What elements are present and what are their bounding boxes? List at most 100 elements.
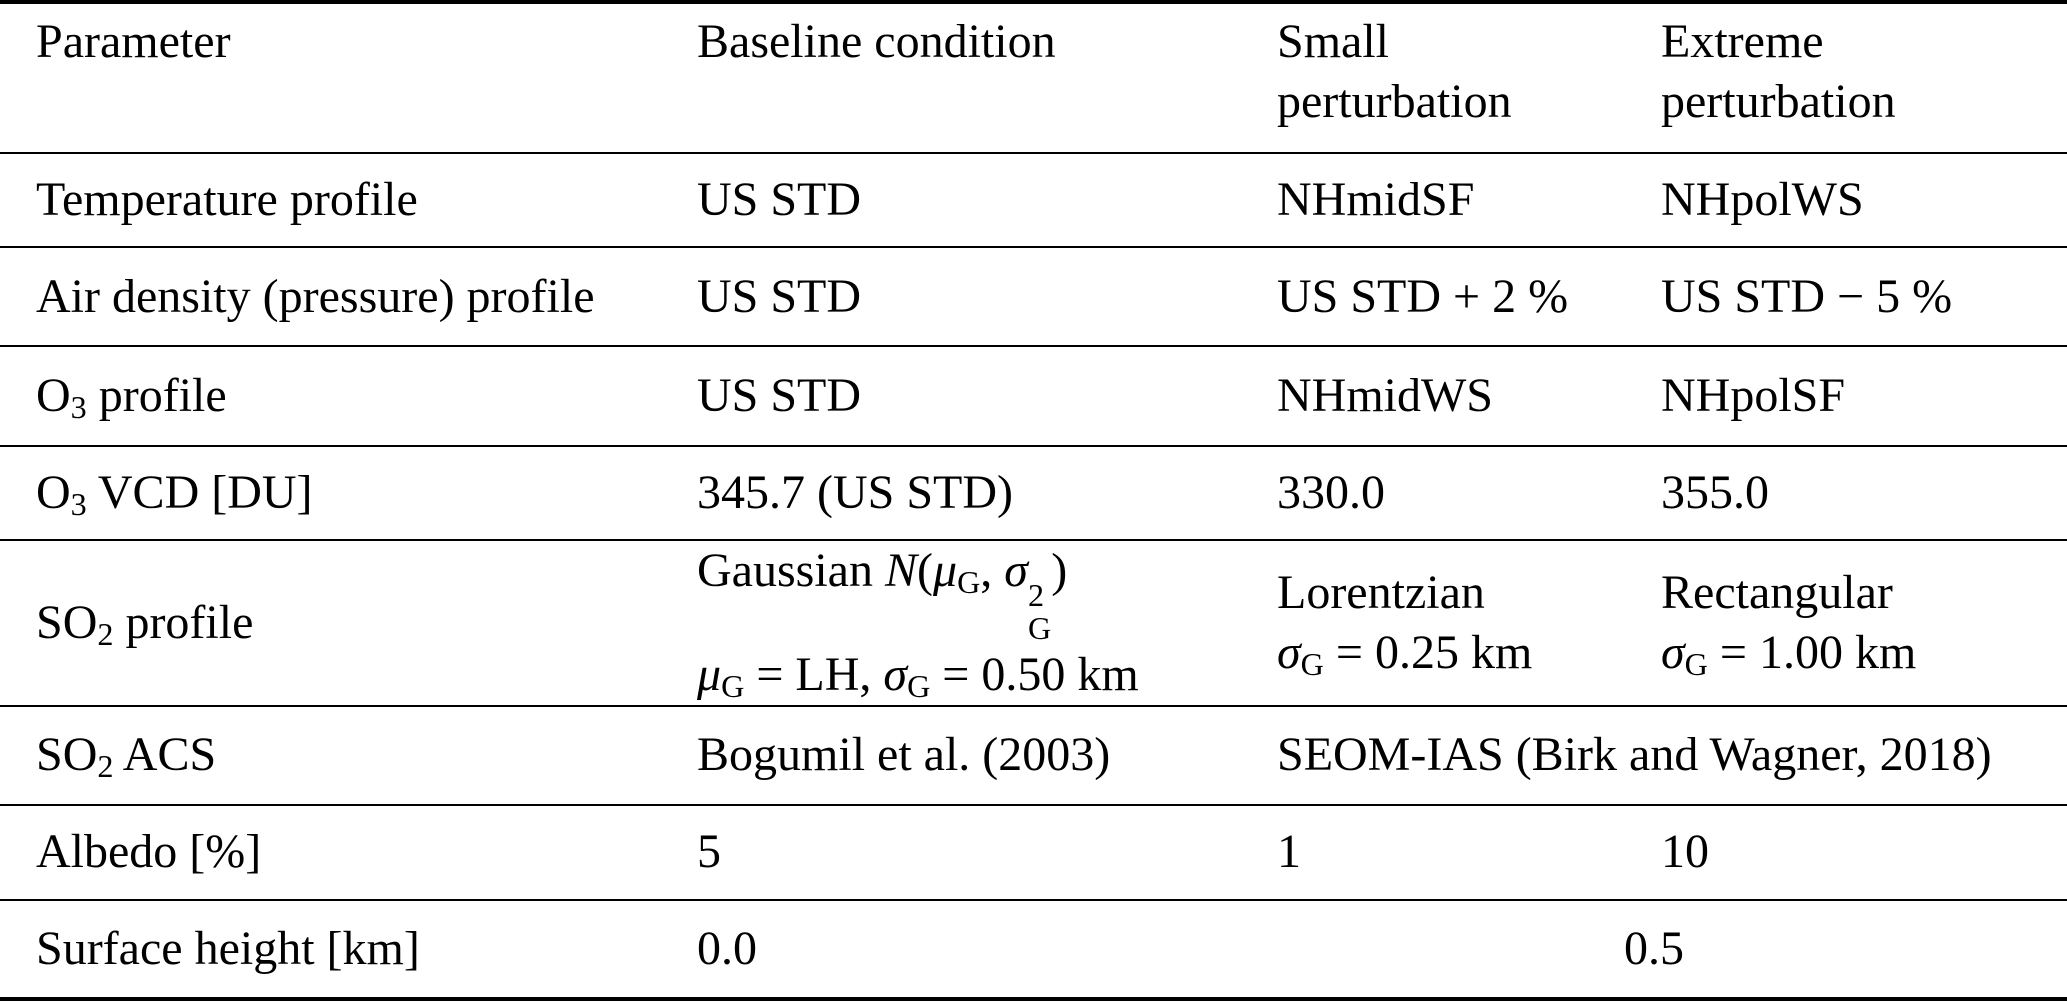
subscript: G (957, 564, 981, 601)
table-cell: Lorentzian σG = 0.25 km (1241, 540, 1625, 706)
subscript: G (1684, 645, 1708, 682)
column-header: Small perturbation (1241, 2, 1625, 153)
cell-line: US STD − 5 % (1661, 269, 1953, 323)
math-symbol: μ (697, 647, 722, 701)
table-cell: NHpolWS (1625, 153, 2067, 247)
row-albedo: Albedo [%] 5 1 10 (0, 805, 2067, 900)
cell-line: Parameter (36, 15, 231, 68)
table-cell: Rectangular σG = 1.00 km (1625, 540, 2067, 706)
table-cell: US STD (661, 247, 1241, 346)
cell-line: 10 (1661, 825, 1709, 879)
column-header: Extreme perturbation (1625, 2, 2067, 153)
column-header: Baseline condition (661, 2, 1241, 153)
cell-line: Air density (pressure) profile (36, 269, 595, 323)
math-symbol: σ (883, 647, 908, 701)
row-air-density-profile: Air density (pressure) profile US STD US S… (0, 247, 2067, 346)
cell-line: Lorentzian (1277, 565, 1485, 619)
table-cell: SO2 profile (0, 540, 661, 706)
table-cell: NHmidSF (1241, 153, 1625, 247)
table-cell: 345.7 (US STD) (661, 446, 1241, 540)
subscript: G (1300, 645, 1324, 682)
table-header: Parameter Baseline condition Small perturba… (0, 2, 2067, 153)
table-cell: O3 VCD [DU] (0, 446, 661, 540)
table-cell: 355.0 (1625, 446, 2067, 540)
cell-line: NHmidWS (1277, 369, 1493, 422)
math-symbol: N (884, 544, 917, 597)
table-cell: US STD + 2 % (1241, 247, 1625, 346)
math-symbol: σ (1661, 625, 1685, 679)
cell-line: US STD (697, 369, 862, 422)
cell-line: 330.0 (1277, 466, 1385, 519)
cell-line: μG = LH, σG = 0.50 km (697, 647, 1139, 704)
subscript: 2 (97, 615, 114, 652)
row-o3-vcd: O3 VCD [DU] 345.7 (US STD) 330.0 355.0 (0, 446, 2067, 540)
subscript: G (721, 667, 745, 704)
table-cell: Albedo [%] (0, 805, 661, 900)
table-body: Temperature profile US STD NHmidSF NHpolWS A… (0, 153, 2067, 999)
table-cell: O3 profile (0, 346, 661, 446)
cell-line: perturbation (1277, 75, 1512, 128)
table-cell: SO2 ACS (0, 706, 661, 805)
table-cell: US STD (661, 346, 1241, 446)
cell-line: NHmidSF (1277, 173, 1475, 226)
cell-line: 5 (697, 825, 721, 879)
cell-line: NHpolWS (1661, 173, 1864, 226)
table-cell: 0.5 (1241, 900, 2067, 999)
cell-line: Albedo [%] (36, 825, 262, 879)
subscript: 3 (70, 389, 87, 426)
subscript: G (907, 667, 931, 704)
row-surface-height: Surface height [km] 0.0 0.5 (0, 900, 2067, 999)
table-cell: 330.0 (1241, 446, 1625, 540)
math-symbol: μ (932, 544, 958, 597)
cell-line: US STD (697, 173, 862, 226)
header-row: Parameter Baseline condition Small perturba… (0, 2, 2067, 153)
table-cell: 1 (1241, 805, 1625, 900)
math-symbol: σ (1277, 625, 1301, 679)
table-cell: US STD (661, 153, 1241, 247)
cell-line: Bogumil et al. (2003) (697, 728, 1111, 782)
cell-line: Baseline condition (697, 15, 1056, 68)
cell-line: σG = 0.25 km (1277, 625, 1533, 682)
cell-line: 345.7 (US STD) (697, 466, 1014, 519)
table-cell: 10 (1625, 805, 2067, 900)
row-temperature-profile: Temperature profile US STD NHmidSF NHpolWS (0, 153, 2067, 247)
row-so2-profile: SO2 profile Gaussian N(μG, σ 2 G) μG = LH, σ… (0, 540, 2067, 706)
cell-line: 0.5 (1624, 921, 1684, 975)
cell-line: Gaussian N(μG, σ 2 G) (697, 544, 1068, 646)
cell-line: Rectangular (1661, 565, 1893, 619)
table-cell: Surface height [km] (0, 900, 661, 999)
table-cell: NHmidWS (1241, 346, 1625, 446)
row-so2-acs: SO2 ACS Bogumil et al. (2003) SEOM-IAS (Bi… (0, 706, 2067, 805)
table-cell: Bogumil et al. (2003) (661, 706, 1241, 805)
cell-line: O3 VCD [DU] (36, 466, 313, 523)
table-cell: Air density (pressure) profile (0, 247, 661, 346)
table-cell: Gaussian N(μG, σ 2 G) μG = LH, σG = 0.50 km (661, 540, 1241, 706)
table-cell: Temperature profile (0, 153, 661, 247)
table-cell: NHpolSF (1625, 346, 2067, 446)
cell-line: Surface height [km] (36, 921, 420, 975)
cell-line: US STD (697, 269, 862, 323)
cell-line: SO2 ACS (36, 728, 217, 785)
row-o3-profile: O3 profile US STD NHmidWS NHpolSF (0, 346, 2067, 446)
cell-line: SEOM-IAS (Birk and Wagner, 2018) (1277, 728, 1992, 782)
cell-line: Temperature profile (36, 173, 418, 226)
subscript: 2 (97, 748, 114, 785)
subscript: 3 (70, 486, 87, 523)
column-header: Parameter (0, 2, 661, 153)
cell-line: O3 profile (36, 369, 227, 426)
cell-line: SO2 profile (36, 595, 254, 652)
math-symbol: σ (1004, 544, 1028, 597)
cell-line: 1 (1277, 825, 1301, 879)
table-cell: 5 (661, 805, 1241, 900)
cell-line: NHpolSF (1661, 369, 1846, 422)
cell-line: 0.0 (697, 921, 757, 975)
cell-line: US STD + 2 % (1277, 269, 1569, 323)
cell-line: Small (1277, 15, 1390, 68)
cell-line: Extreme (1661, 15, 1824, 68)
table-cell: 0.0 (661, 900, 1241, 999)
cell-line: σG = 1.00 km (1661, 625, 1917, 682)
cell-line: 355.0 (1661, 466, 1769, 519)
table-cell: US STD − 5 % (1625, 247, 2067, 346)
